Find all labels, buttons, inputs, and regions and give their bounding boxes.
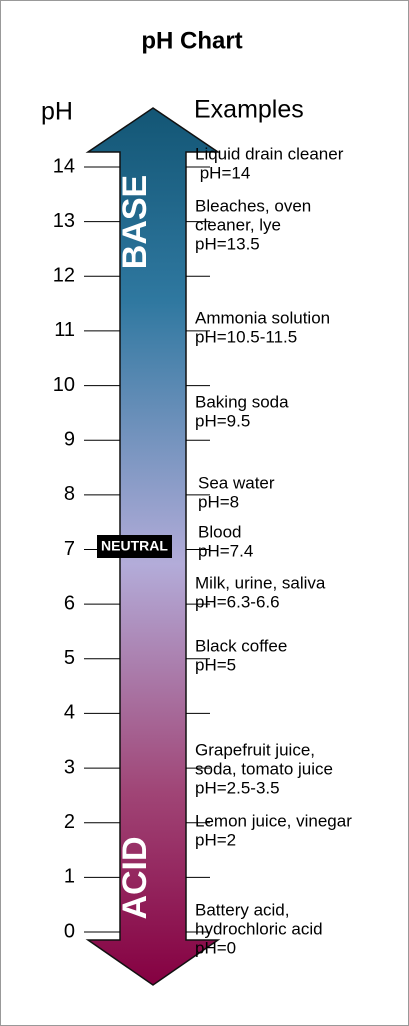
example-line: Milk, urine, saliva [195,573,326,592]
example-line: pH=5 [195,655,236,674]
example-line: Lemon juice, vinegar [195,811,352,830]
example-line: Ammonia solution [195,308,330,327]
example-line: Grapefruit juice, [195,740,315,759]
tick-label: 3 [64,756,75,778]
title: pH Chart [141,27,242,54]
example-line: pH=9.5 [195,411,250,430]
example-line: pH=10.5-11.5 [195,327,297,346]
example-line: soda, tomato juice [195,759,333,778]
tick-label: 5 [64,647,75,669]
tick-label: 14 [53,155,75,177]
example-line: pH=2.5-3.5 [195,778,280,797]
example-line: Black coffee [195,636,287,655]
example-line: pH=13.5 [195,234,260,253]
tick-label: 10 [53,374,75,396]
example-line: pH=6.3-6.6 [195,592,280,611]
tick-label: 0 [64,920,75,942]
example-line: pH=7.4 [198,541,253,560]
example-line: pH=0 [195,938,236,957]
tick-label: 11 [54,319,75,341]
tick-label: 8 [64,483,75,505]
neutral-box [97,535,172,558]
example-line: pH=8 [198,492,239,511]
acid-label: ACID [116,836,154,919]
examples: Liquid drain cleaner pH=14 Bleaches, oven… [195,144,352,957]
example-line: Battery acid, [195,900,290,919]
example-line: Bleaches, oven [195,196,311,215]
tick-label: 7 [64,538,75,560]
example-line: pH=14 [195,163,250,182]
tick-label: 13 [53,210,75,232]
tick-label: 12 [53,265,75,287]
tick-label: 4 [64,702,75,724]
tick-label: 6 [64,592,75,614]
example-line: Liquid drain cleaner [195,144,344,163]
example-line: cleaner, lye [195,215,281,234]
example-line: Blood [198,522,241,541]
axis-label: pH [41,98,73,126]
example-line: pH=2 [195,830,236,849]
example-line: hydrochloric acid [195,919,323,938]
tick-label: 2 [64,811,75,833]
example-line: Sea water [198,473,275,492]
tick-label: 9 [64,428,75,450]
example-line: Baking soda [195,392,289,411]
tick-label: 1 [64,866,75,888]
examples-label: Examples [194,96,304,124]
base-label: BASE [116,175,154,269]
neutral-label: NEUTRAL [101,538,168,554]
